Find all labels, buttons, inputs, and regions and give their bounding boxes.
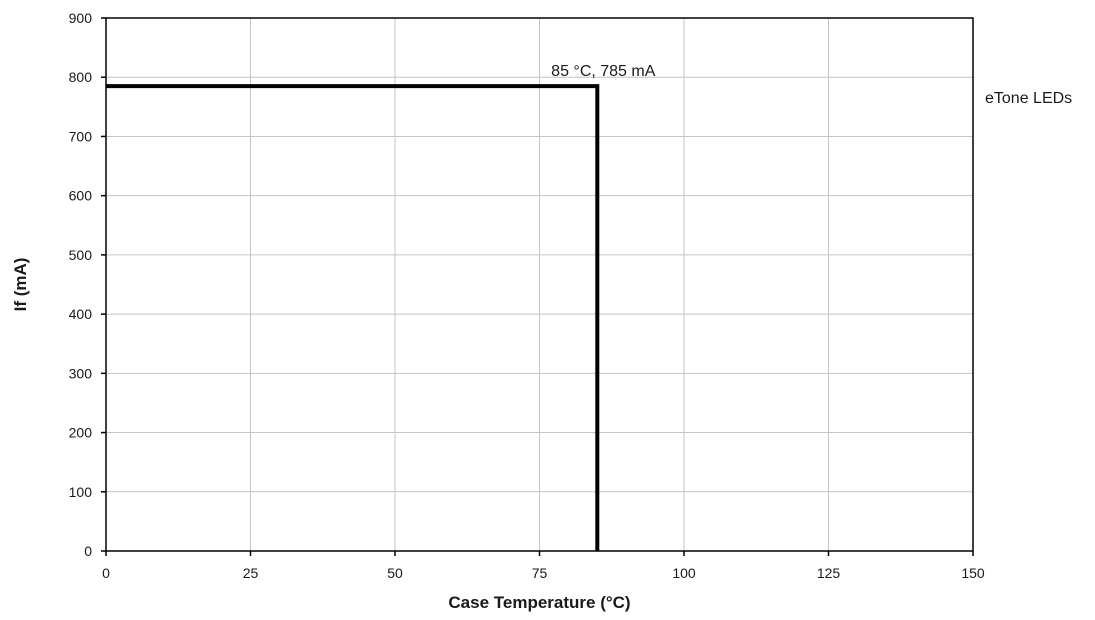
x-axis-title: Case Temperature (°C) xyxy=(448,593,630,612)
series-layer xyxy=(106,84,600,551)
grid-layer xyxy=(106,18,973,551)
x-tick-label: 0 xyxy=(102,565,110,581)
x-tick-label: 75 xyxy=(532,565,548,581)
y-tick-label: 400 xyxy=(69,306,93,322)
x-tick-label: 50 xyxy=(387,565,403,581)
y-tick-label: 900 xyxy=(69,10,93,26)
y-tick-label: 600 xyxy=(69,188,93,204)
y-tick-label: 100 xyxy=(69,484,93,500)
y-tick-label: 200 xyxy=(69,425,93,441)
y-tick-label: 500 xyxy=(69,247,93,263)
series-line-etone-leds xyxy=(106,84,600,551)
x-tick-label: 125 xyxy=(817,565,841,581)
x-tick-label: 150 xyxy=(961,565,985,581)
y-tick-label: 800 xyxy=(69,69,93,85)
tick-layer xyxy=(101,17,974,556)
y-tick-label: 700 xyxy=(69,128,93,144)
y-axis-title: If (mA) xyxy=(11,258,30,312)
x-tick-label: 25 xyxy=(243,565,259,581)
legend-label-etone-leds: eTone LEDs xyxy=(985,90,1072,107)
x-tick-label: 100 xyxy=(672,565,696,581)
label-layer: 0 25 50 75 100 125 150 0 100 200 300 400 500 600 700 80… xyxy=(69,10,985,581)
y-tick-label: 300 xyxy=(69,365,93,381)
y-tick-label: 0 xyxy=(84,543,92,559)
annotation-label: 85 °C, 785 mA xyxy=(551,63,656,80)
